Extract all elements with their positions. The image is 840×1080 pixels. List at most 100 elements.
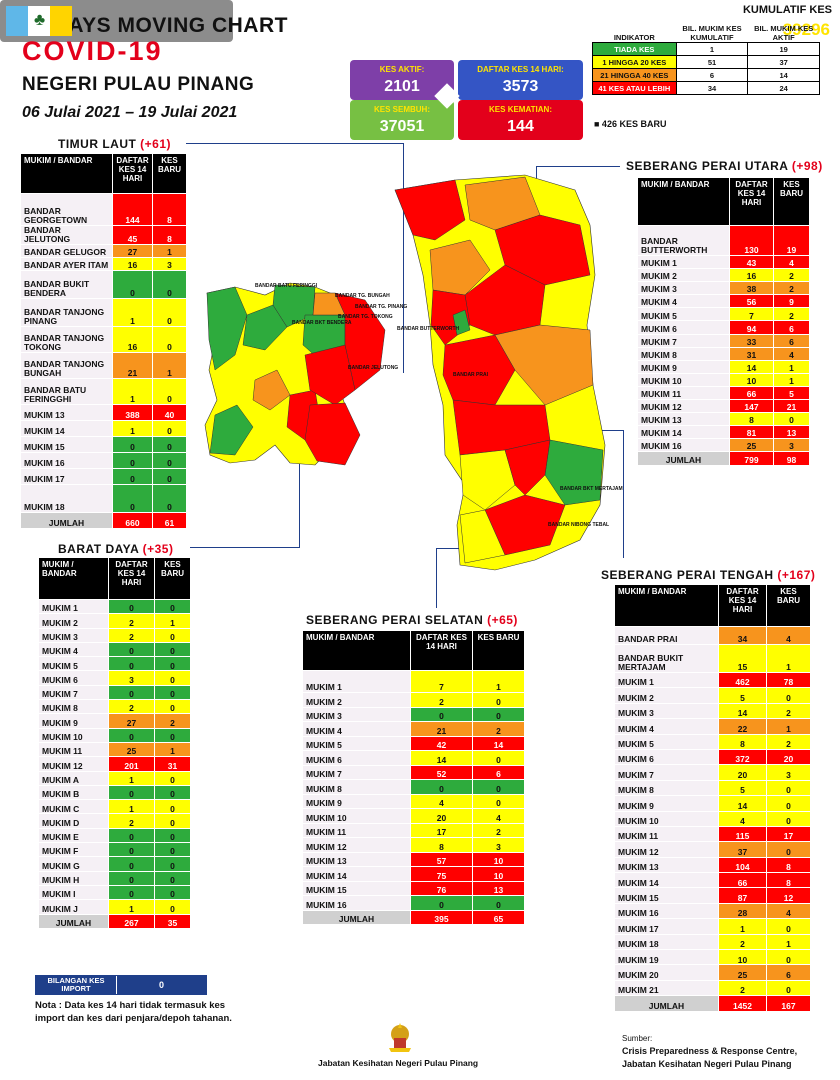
row-baru: 10	[472, 866, 525, 882]
row-baru: 31	[154, 756, 191, 772]
table-row: MUKIM 19 10 0	[614, 949, 811, 966]
table-row: MUKIM 11 17 2	[302, 822, 525, 838]
row-baru: 0	[766, 949, 811, 966]
row-daftar: 115	[718, 825, 767, 843]
row-daftar: 94	[729, 320, 774, 335]
row-daftar: 15	[718, 644, 767, 673]
row-baru: 0	[154, 784, 191, 801]
row-baru: 0	[154, 842, 191, 858]
col-header-mukim: MUKIM / BANDAR	[38, 557, 109, 600]
indicator-row: 21 HINGGA 40 KES 6 14	[592, 68, 820, 82]
row-name: MUKIM 3	[38, 627, 109, 643]
row-daftar: 21	[410, 721, 473, 737]
indicator-label: 41 KES ATAU LEBIH	[592, 81, 677, 95]
row-name: MUKIM 18	[20, 483, 113, 513]
col-header-baru: KES BARU	[154, 557, 191, 600]
row-daftar: 130	[729, 225, 774, 256]
row-name: MUKIM 15	[302, 880, 411, 896]
row-name: MUKIM 6	[614, 748, 719, 766]
total-cell: 35	[154, 913, 191, 929]
row-baru: 6	[773, 333, 810, 348]
row-baru: 0	[154, 727, 191, 743]
row-baru: 0	[154, 641, 191, 658]
table-row: BANDAR JELUTONG 45 8	[20, 225, 187, 245]
row-daftar: 2	[108, 627, 155, 643]
row-daftar: 31	[729, 346, 774, 361]
row-baru: 1	[152, 351, 187, 379]
row-daftar: 10	[729, 372, 774, 387]
row-baru: 0	[766, 918, 811, 935]
table-row: MUKIM 14 66 8	[614, 872, 811, 889]
daftar-box: DAFTAR KES 14 HARI: 3573	[458, 60, 583, 100]
table-row: MUKIM 12 37 0	[614, 841, 811, 858]
row-daftar: 14	[410, 750, 473, 766]
row-name: MUKIM 5	[38, 656, 109, 672]
row-daftar: 33	[729, 333, 774, 348]
total-cell: 1452	[718, 995, 767, 1012]
row-daftar: 4	[718, 810, 767, 827]
table-row: MUKIM 14 1 0	[20, 419, 187, 437]
row-name: MUKIM 8	[637, 346, 730, 361]
row-baru: 0	[154, 656, 191, 672]
table-row: MUKIM 10 10 1	[637, 372, 810, 387]
table-total-row: JUMLAH 267 35	[38, 913, 191, 929]
row-name: BANDAR PRAI	[614, 626, 719, 645]
source-line1: Crisis Preparedness & Response Centre,	[622, 1046, 798, 1056]
table-row: MUKIM 7 52 6	[302, 764, 525, 780]
table-row: BANDAR BATU FERINGGHI 1 0	[20, 377, 187, 405]
row-baru: 0	[154, 899, 191, 915]
row-baru: 0	[154, 884, 191, 901]
row-name: MUKIM 7	[637, 333, 730, 348]
title-spt: SEBERANG PERAI TENGAH (+167)	[601, 568, 816, 582]
connector-barat	[190, 440, 300, 548]
row-daftar: 3	[108, 670, 155, 686]
row-name: MUKIM D	[38, 813, 109, 829]
coat-of-arms-icon	[383, 1020, 417, 1054]
row-daftar: 0	[108, 870, 155, 886]
row-baru: 0	[152, 451, 187, 469]
row-name: MUKIM G	[38, 856, 109, 872]
col-header-mukim: MUKIM / BANDAR	[614, 584, 719, 627]
col-header-mukim: MUKIM / BANDAR	[302, 630, 411, 671]
row-name: MUKIM 4	[38, 641, 109, 658]
row-name: MUKIM 20	[614, 964, 719, 981]
row-daftar: 2	[718, 933, 767, 951]
row-baru: 6	[773, 320, 810, 335]
island-map	[204, 282, 386, 466]
row-name: BANDAR BUKIT BENDERA	[20, 269, 113, 299]
row-baru: 19	[773, 225, 810, 256]
row-daftar: 5	[718, 687, 767, 704]
row-name: BANDAR GEORGETOWN	[20, 193, 113, 226]
connector-timur	[186, 143, 404, 373]
table-row: MUKIM 14 75 10	[302, 866, 525, 882]
table-row: BANDAR TANJONG BUNGAH 21 1	[20, 351, 187, 379]
row-daftar: 0	[112, 483, 153, 513]
row-baru: 0	[152, 419, 187, 437]
department-name: Jabatan Kesihatan Negeri Pulau Pinang	[318, 1058, 479, 1068]
chart-title-covid: COVID-19	[22, 36, 163, 66]
row-daftar: 16	[729, 268, 774, 283]
row-baru: 12	[766, 887, 811, 904]
total-cell: JUMLAH	[637, 451, 730, 466]
row-name: MUKIM 2	[302, 692, 411, 708]
row-daftar: 1	[112, 297, 153, 327]
row-name: MUKIM 13	[614, 856, 719, 874]
row-daftar: 66	[729, 385, 774, 401]
row-baru: 14	[472, 735, 525, 751]
total-cell: 167	[766, 995, 811, 1012]
row-daftar: 2	[718, 979, 767, 997]
row-daftar: 14	[718, 795, 767, 812]
row-name: MUKIM 10	[38, 727, 109, 743]
table-row: BANDAR GELUGOR 27 1	[20, 243, 187, 258]
indicator-aktif: 14	[747, 68, 820, 82]
kes-baru-note: ■ 426 KES BARU	[594, 119, 667, 129]
col-header-daftar: DAFTAR KES 14 HARI	[108, 557, 155, 600]
col-header-daftar: DAFTAR KES 14 HARI	[112, 153, 153, 194]
row-baru: 1	[766, 644, 811, 673]
